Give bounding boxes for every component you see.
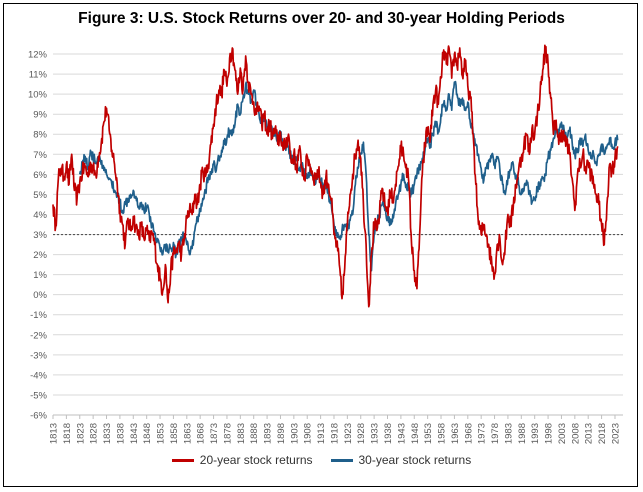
y-tick-label: 11%: [29, 70, 48, 81]
legend-label-20-year: 20-year stock returns: [199, 453, 313, 467]
x-tick-label: 1998: [544, 423, 555, 444]
series-line-30-year: [78, 80, 619, 272]
x-tick-label: 1833: [102, 423, 113, 444]
x-tick-label: 1903: [289, 423, 300, 444]
x-tick-label: 1813: [49, 423, 60, 444]
x-tick-label: 2023: [610, 423, 621, 444]
y-tick-label: 1%: [33, 270, 47, 281]
x-tick-label: 1823: [75, 423, 86, 444]
x-tick-label: 2018: [597, 423, 608, 444]
x-tick-label: 1963: [450, 423, 461, 444]
x-tick-label: 2013: [584, 423, 595, 444]
legend-item-30-year: 30-year stock returns: [330, 453, 472, 467]
x-tick-label: 1973: [477, 423, 488, 444]
y-tick-label: 6%: [33, 170, 47, 181]
x-tick-label: 1898: [276, 423, 287, 444]
y-tick-label: 12%: [28, 50, 48, 61]
x-tick-label: 1933: [370, 423, 381, 444]
x-tick-label: 1858: [169, 423, 180, 444]
x-tick-label: 1878: [222, 423, 233, 444]
legend: 20-year stock returns 30-year stock retu…: [0, 453, 643, 467]
x-tick-label: 1913: [316, 423, 327, 444]
x-tick-label: 1883: [236, 423, 247, 444]
x-tick-label: 1938: [383, 423, 394, 444]
y-tick-label: 5%: [33, 190, 47, 201]
x-tick-label: 1978: [490, 423, 501, 444]
x-tick-label: 1983: [503, 423, 514, 444]
x-tick-label: 2008: [570, 423, 581, 444]
y-tick-label: 8%: [33, 130, 47, 141]
x-tick-label: 2003: [557, 423, 568, 444]
x-tick-label: 1848: [142, 423, 153, 444]
x-tick-label: 1958: [437, 423, 448, 444]
x-tick-label: 1993: [530, 423, 541, 444]
y-tick-label: -2%: [30, 330, 47, 341]
x-tick-label: 1888: [249, 423, 260, 444]
y-tick-label: 7%: [33, 150, 47, 161]
y-tick-label: -5%: [30, 390, 47, 401]
x-axis-group: [52, 414, 623, 419]
x-tick-label: 1928: [356, 423, 367, 444]
x-tick-label: 1843: [129, 423, 140, 444]
y-tick-label: -3%: [30, 350, 47, 361]
series-lines: [52, 44, 619, 308]
y-tick-label: 2%: [33, 250, 47, 261]
x-tick-label: 1868: [196, 423, 207, 444]
y-tick-label: -6%: [30, 411, 47, 422]
x-tick-label: 1988: [517, 423, 528, 444]
x-tick-label: 1853: [156, 423, 167, 444]
x-tick-label: 1968: [463, 423, 474, 444]
gridlines: [53, 53, 623, 416]
x-tick-label: 1908: [303, 423, 314, 444]
chart-title: Figure 3: U.S. Stock Returns over 20- an…: [78, 10, 565, 27]
legend-swatch-30-year: [330, 458, 353, 462]
y-tick-label: -1%: [30, 310, 47, 321]
x-axis-tick-labels: 1813 1818 1823 1828 1833 1838 1843 1848 1853 1858…: [49, 423, 622, 444]
legend-item-20-year: 20-year stock returns: [171, 453, 313, 467]
y-axis-tick-labels: -6% -5% -4% -3% -2% -1% 0% 1% 2% 3% 4% 5% 6% 7% 8% 9% 10…: [28, 50, 48, 422]
y-tick-label: 9%: [33, 110, 47, 121]
x-tick-label: 1953: [423, 423, 434, 444]
series-line-20-year: [52, 44, 619, 308]
x-tick-label: 1948: [410, 423, 421, 444]
x-tick-label: 1893: [263, 423, 274, 444]
y-tick-label: 0%: [33, 290, 47, 301]
x-tick-label: 1918: [329, 423, 340, 444]
chart-frame: [3, 3, 638, 487]
x-tick-label: 1838: [115, 423, 126, 444]
legend-swatch-20-year: [171, 458, 194, 462]
y-tick-label: 4%: [33, 210, 47, 221]
x-tick-label: 1818: [62, 423, 73, 444]
y-tick-label: -4%: [30, 370, 47, 381]
y-tick-label: 10%: [28, 90, 48, 101]
y-tick-label: 3%: [33, 230, 47, 241]
x-tick-label: 1873: [209, 423, 220, 444]
x-tick-label: 1828: [89, 423, 100, 444]
x-tick-label: 1943: [396, 423, 407, 444]
x-tick-label: 1863: [182, 423, 193, 444]
x-tick-label: 1923: [343, 423, 354, 444]
legend-label-30-year: 30-year stock returns: [358, 453, 472, 467]
